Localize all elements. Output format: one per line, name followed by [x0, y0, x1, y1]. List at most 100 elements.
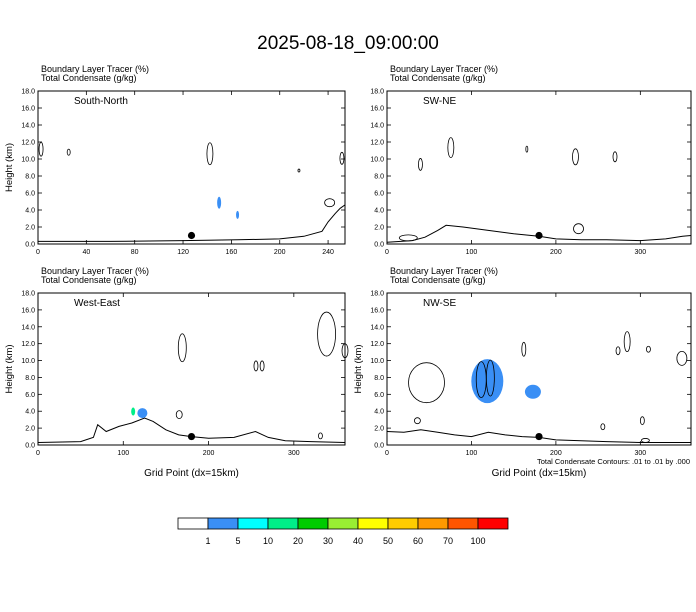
panel-header-2: Total Condensate (g/kg): [390, 73, 486, 83]
condensate-contour: [206, 142, 214, 166]
x-tick-label: 100: [117, 450, 129, 457]
colorbar-label: 60: [413, 536, 423, 546]
y-tick-label: 8.0: [374, 174, 384, 181]
tracer-patch: [217, 196, 222, 209]
y-tick-label: 14.0: [370, 324, 384, 331]
x-tick-label: 200: [550, 249, 562, 256]
x-tick-label: 100: [466, 450, 478, 457]
colorbar-swatch: [177, 517, 209, 530]
condensate-contour: [447, 137, 455, 159]
y-tick-label: 6.0: [374, 392, 384, 399]
colorbar-swatch: [297, 517, 329, 530]
terrain-line: [38, 204, 346, 242]
colorbar-label: 100: [470, 536, 485, 546]
panels: Boundary Layer Tracer (%)Total Condensat…: [4, 64, 692, 479]
y-tick-label: 16.0: [21, 106, 35, 113]
x-tick-label: 160: [226, 249, 238, 256]
condensate-contour: [318, 432, 323, 440]
condensate-contour: [521, 341, 527, 357]
x-tick-label: 200: [203, 450, 215, 457]
panel-label: NW-SE: [423, 298, 456, 309]
tracer-patch: [236, 210, 240, 219]
y-tick-label: 12.0: [370, 341, 384, 348]
y-tick-label: 4.0: [374, 409, 384, 416]
tracer-patch: [471, 359, 504, 404]
colorbar-swatch: [477, 517, 509, 530]
condensate-contour: [418, 158, 423, 171]
x-tick-label: 300: [634, 450, 646, 457]
y-tick-label: 0.0: [374, 242, 384, 249]
terrain-line: [386, 429, 691, 443]
colorbar-swatch: [357, 517, 389, 530]
colorbar-swatch: [447, 517, 479, 530]
x-tick-label: 0: [36, 450, 40, 457]
y-tick-label: 16.0: [21, 307, 35, 314]
colorbar-label: 50: [383, 536, 393, 546]
condensate-contour: [339, 151, 345, 165]
panel-header-1: Boundary Layer Tracer (%): [390, 266, 498, 276]
x-axis-label: Grid Point (dx=15km): [144, 468, 239, 479]
x-tick-label: 40: [82, 249, 90, 256]
x-tick-label: 0: [36, 249, 40, 256]
condensate-contour: [646, 345, 651, 353]
y-tick-label: 8.0: [25, 375, 35, 382]
y-tick-label: 18.0: [370, 89, 384, 96]
panel-header-1: Boundary Layer Tracer (%): [41, 266, 149, 276]
location-marker: [535, 231, 543, 240]
panel-2: Boundary Layer Tracer (%)Total Condensat…: [4, 266, 349, 479]
condensate-contour: [297, 168, 301, 173]
tracer-patch: [131, 407, 136, 416]
y-tick-label: 4.0: [374, 208, 384, 215]
condensate-contour: [38, 141, 44, 157]
colorbar-swatch: [327, 517, 359, 530]
panel-label: SW-NE: [423, 96, 456, 107]
x-tick-label: 300: [288, 450, 300, 457]
colorbar-label: 1: [205, 536, 210, 546]
condensate-contour: [615, 346, 621, 356]
y-tick-label: 4.0: [25, 409, 35, 416]
condensate-contour: [676, 350, 688, 366]
y-tick-label: 16.0: [370, 307, 384, 314]
panel-header-2: Total Condensate (g/kg): [41, 275, 137, 285]
colorbar-swatch: [387, 517, 419, 530]
tracer-patch: [524, 384, 541, 399]
condensate-contour: [408, 362, 445, 404]
y-tick-label: 10.0: [370, 157, 384, 164]
condensate-contour: [398, 234, 418, 242]
x-axis-label: Grid Point (dx=15km): [492, 468, 587, 479]
y-tick-label: 8.0: [374, 375, 384, 382]
y-tick-label: 12.0: [21, 341, 35, 348]
panel-header-1: Boundary Layer Tracer (%): [390, 64, 498, 74]
y-tick-label: 18.0: [21, 291, 35, 298]
tracer-patch: [137, 408, 148, 419]
condensate-contour: [525, 145, 529, 153]
panel-3: Boundary Layer Tracer (%)Total Condensat…: [353, 266, 692, 479]
y-tick-label: 14.0: [370, 123, 384, 130]
condensate-contour: [317, 311, 336, 357]
condensate-contour: [623, 331, 631, 353]
y-tick-label: 0.0: [25, 242, 35, 249]
condensate-contour: [612, 151, 618, 163]
y-tick-label: 8.0: [25, 174, 35, 181]
x-tick-label: 300: [634, 249, 646, 256]
colorbar-label: 70: [443, 536, 453, 546]
y-tick-label: 14.0: [21, 123, 35, 130]
terrain-line: [37, 417, 346, 443]
panel-1: Boundary Layer Tracer (%)Total Condensat…: [370, 64, 692, 256]
condensate-contour: [572, 148, 579, 166]
condensate-contour: [341, 343, 349, 359]
y-axis-label: Height (km): [353, 344, 364, 393]
colorbar: 1 5 10 20 30 40 50 60 70 100: [177, 517, 509, 546]
y-tick-label: 2.0: [374, 225, 384, 232]
panel-0: Boundary Layer Tracer (%)Total Condensat…: [4, 64, 346, 256]
y-tick-label: 0.0: [25, 443, 35, 450]
panel-header-1: Boundary Layer Tracer (%): [41, 64, 149, 74]
condensate-contour: [641, 438, 650, 443]
location-marker: [187, 432, 196, 441]
x-tick-label: 240: [322, 249, 334, 256]
y-tick-label: 2.0: [25, 225, 35, 232]
plot-frame: [37, 90, 346, 245]
x-tick-label: 0: [385, 249, 389, 256]
panel-header-2: Total Condensate (g/kg): [41, 73, 137, 83]
